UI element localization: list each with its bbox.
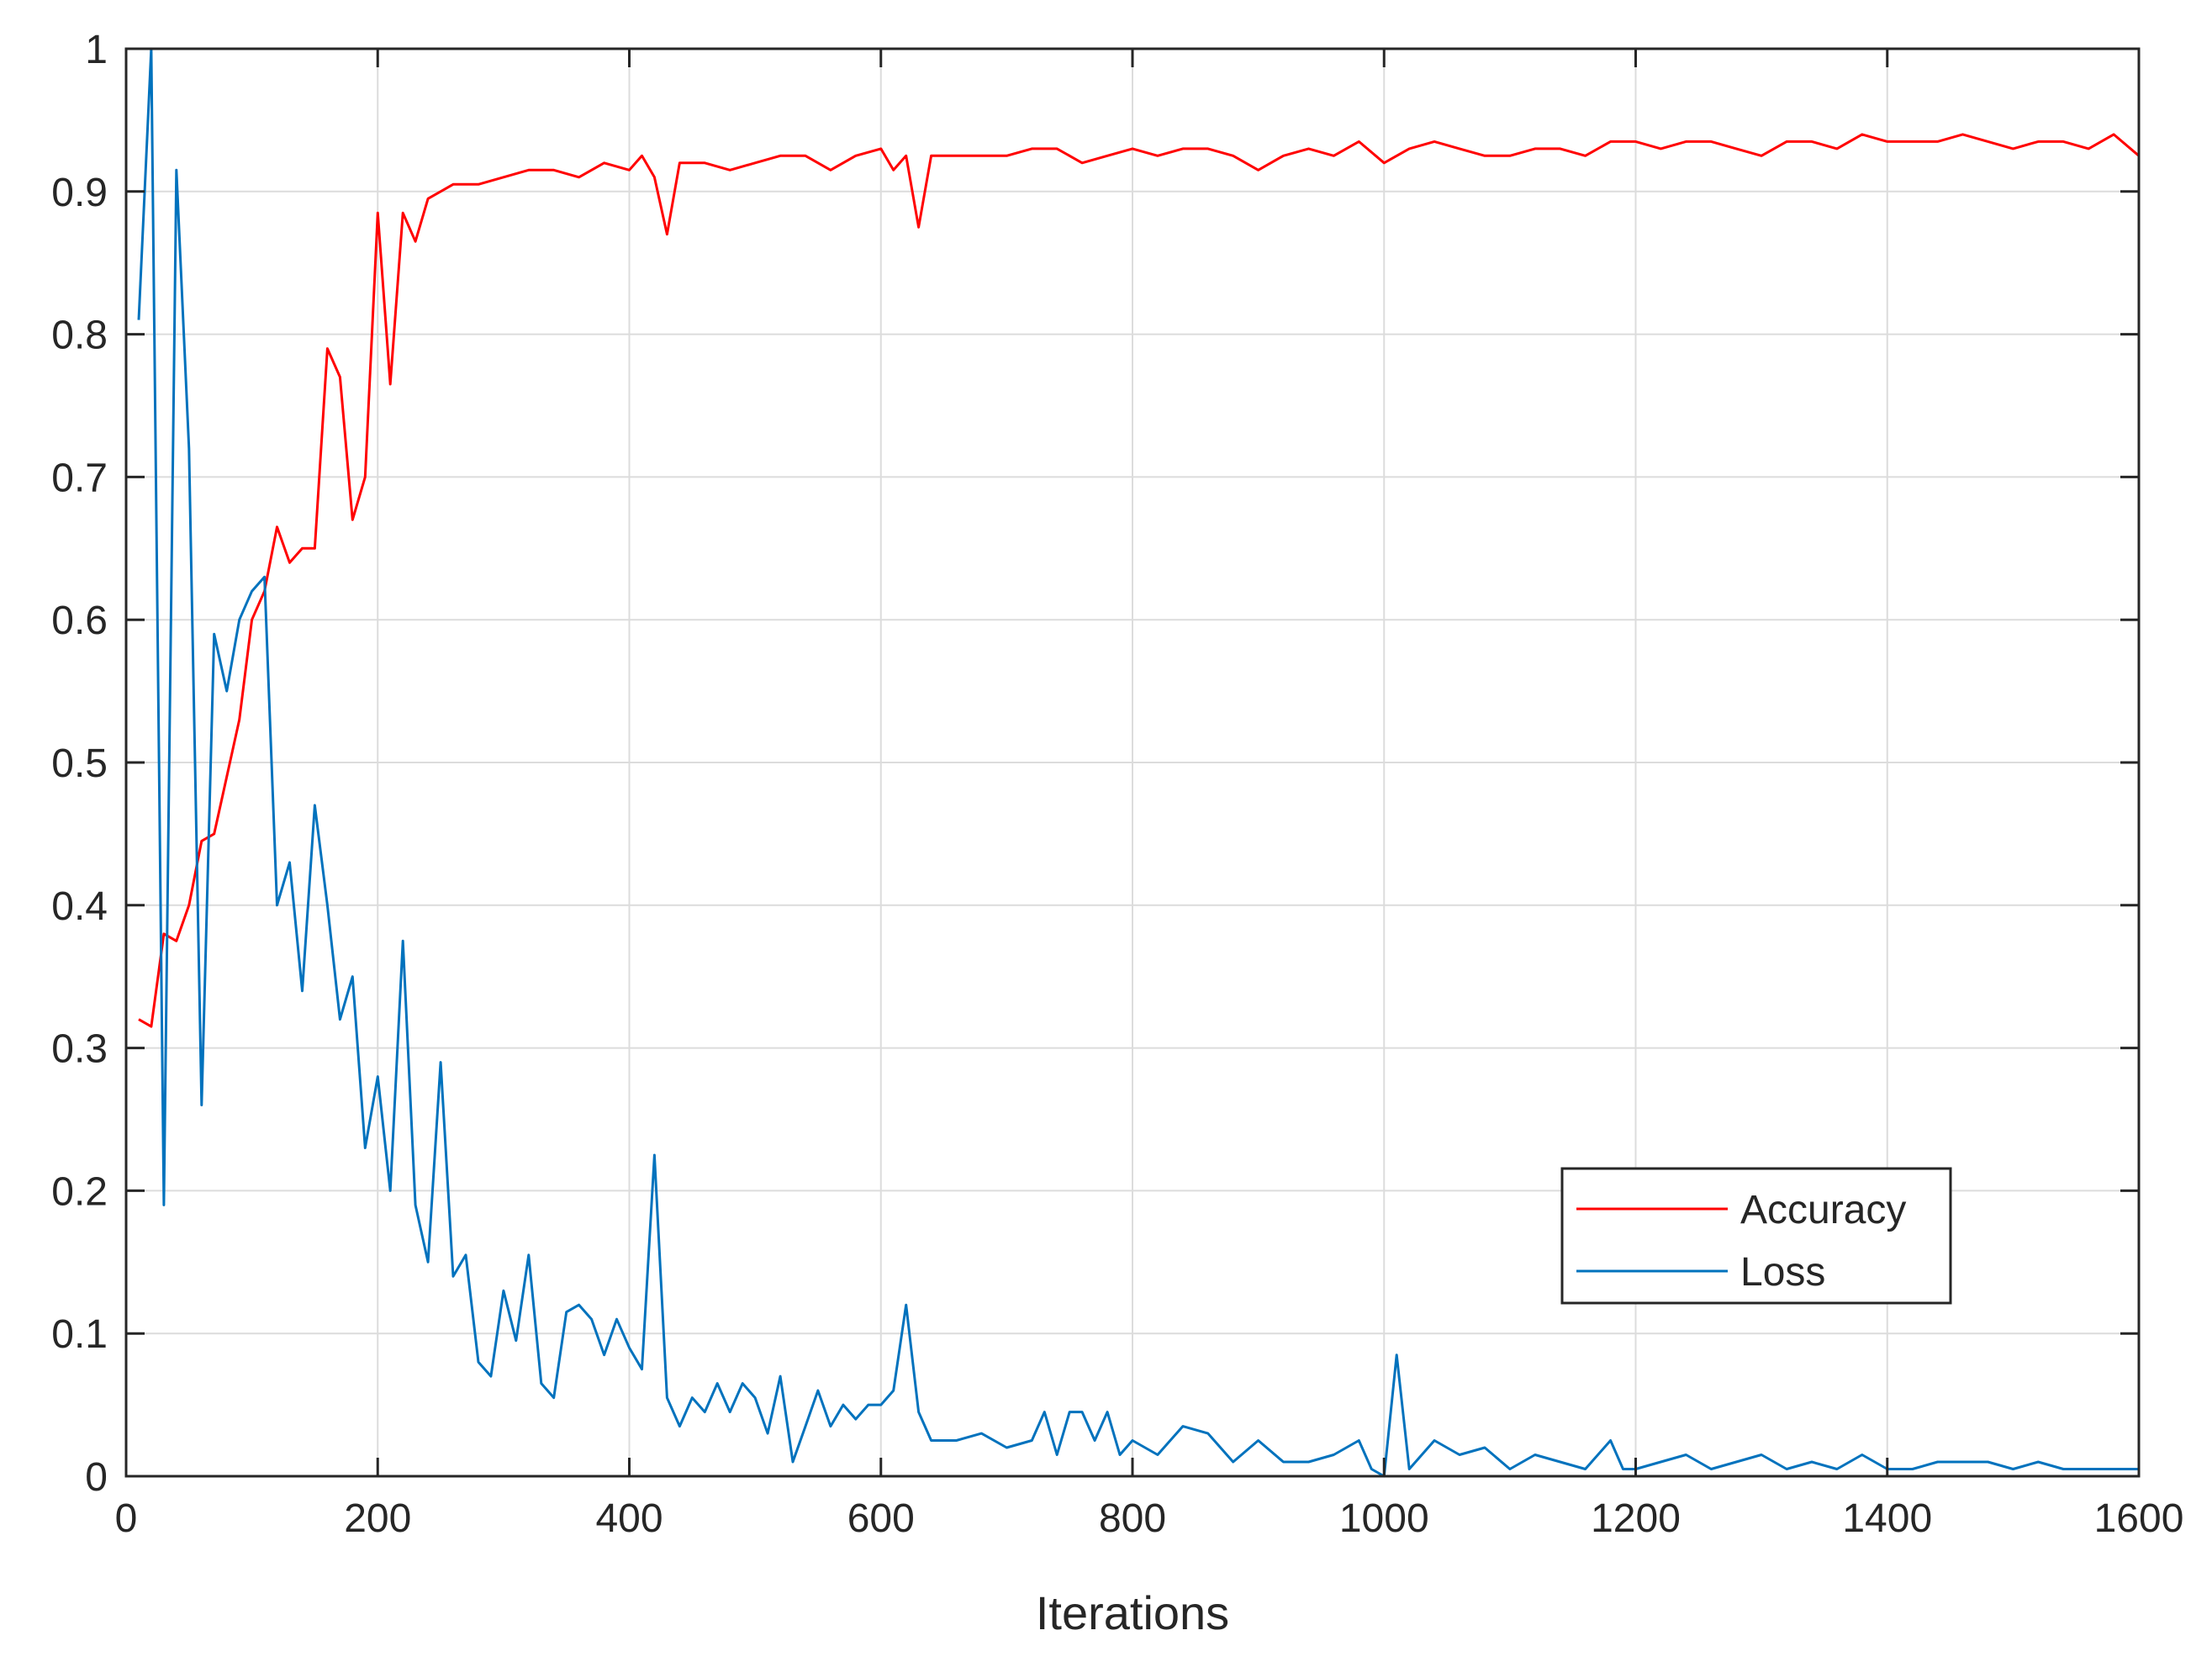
x-tick-label: 400 (595, 1496, 663, 1541)
x-tick-label: 1400 (1842, 1496, 1932, 1541)
y-tick-label: 0.2 (51, 1169, 108, 1214)
x-tick-label: 0 (115, 1496, 138, 1541)
legend-label-accuracy: Accuracy (1740, 1188, 1906, 1232)
y-tick-label: 0.9 (51, 171, 108, 215)
y-tick-label: 0.3 (51, 1027, 108, 1072)
y-tick-labels: 0 0.1 0.2 0.3 0.4 0.5 0.6 0.7 0.8 0.9 1 (51, 28, 108, 1500)
x-tick-label: 800 (1099, 1496, 1166, 1541)
x-tick-labels: 0 200 400 600 800 1000 1200 1400 1600 (115, 1496, 2184, 1541)
y-tick-label: 0.8 (51, 314, 108, 358)
x-tick-label: 1600 (2094, 1496, 2184, 1541)
legend-box (1560, 1167, 1952, 1305)
axis-ticks (124, 47, 2141, 1478)
x-tick-label: 600 (847, 1496, 915, 1541)
y-tick-label: 1 (85, 28, 108, 72)
y-tick-label: 0.7 (51, 456, 108, 500)
y-tick-label: 0.4 (51, 884, 108, 929)
x-tick-label: 1200 (1591, 1496, 1681, 1541)
legend: Accuracy Loss (1560, 1167, 1952, 1305)
y-tick-label: 0.6 (51, 599, 108, 643)
data-series (137, 47, 2140, 1478)
series-line-accuracy (138, 133, 2140, 1028)
y-tick-label: 0.1 (51, 1312, 108, 1357)
y-tick-label: 0 (85, 1455, 108, 1500)
x-axis-label: Iterations (1036, 1586, 1229, 1639)
x-tick-label: 1000 (1339, 1496, 1429, 1541)
x-tick-label: 200 (344, 1496, 411, 1541)
legend-label-loss: Loss (1740, 1250, 1825, 1295)
y-tick-label: 0.5 (51, 741, 108, 786)
series-line-loss (137, 47, 2139, 1478)
